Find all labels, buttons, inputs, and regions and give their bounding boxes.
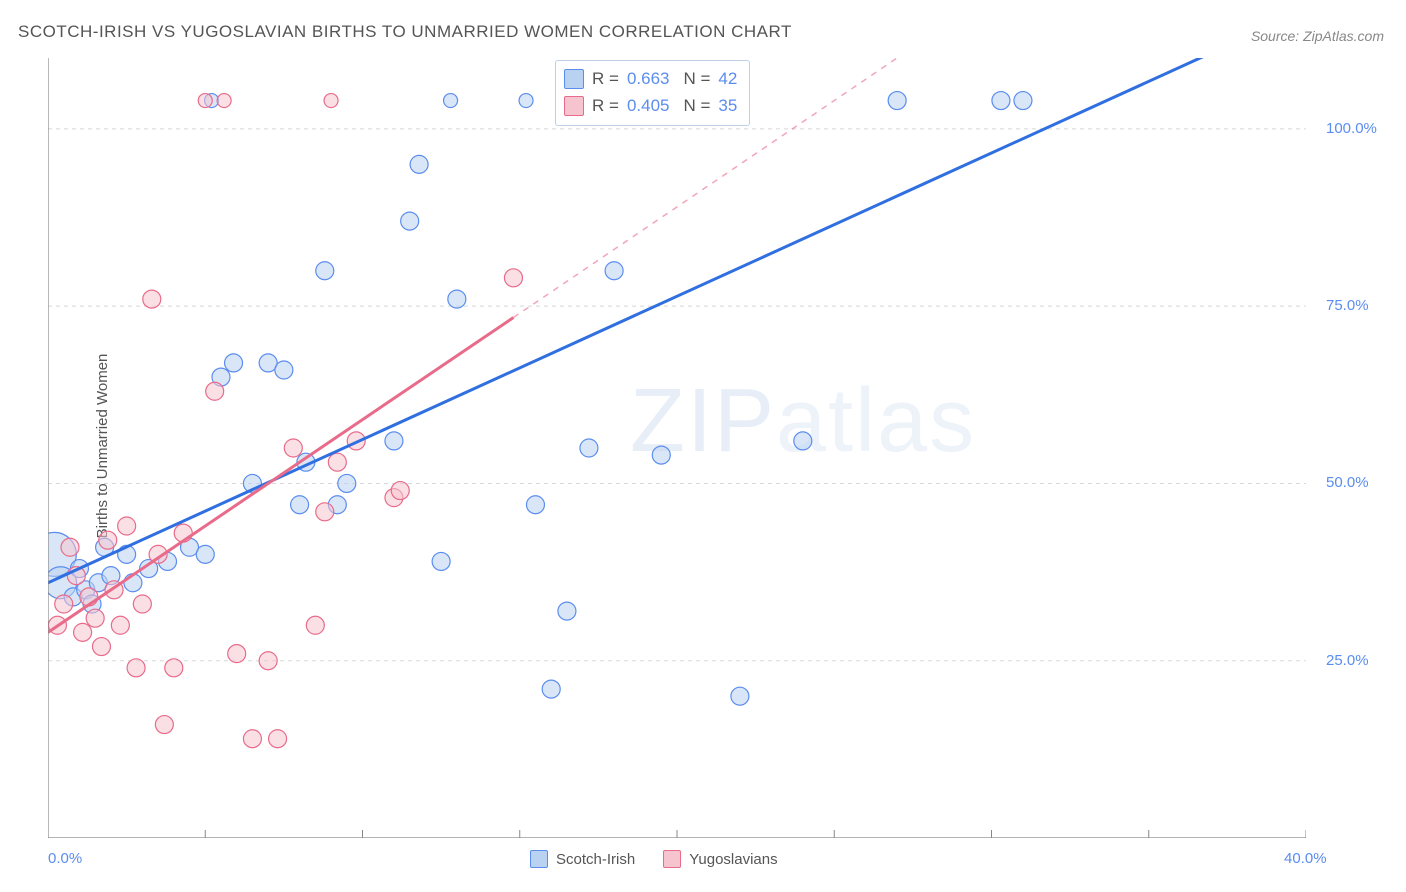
data-point bbox=[992, 92, 1010, 110]
data-point bbox=[86, 609, 104, 627]
data-point bbox=[269, 730, 287, 748]
data-point bbox=[196, 545, 214, 563]
stats-row: R = 0.663 N = 42 bbox=[564, 65, 737, 92]
data-point bbox=[306, 616, 324, 634]
legend-item: Scotch-Irish bbox=[530, 850, 635, 868]
data-point bbox=[444, 94, 458, 108]
data-point bbox=[794, 432, 812, 450]
data-point bbox=[316, 503, 334, 521]
data-point bbox=[652, 446, 670, 464]
stats-n-label: N = bbox=[683, 92, 710, 119]
data-point bbox=[558, 602, 576, 620]
data-point bbox=[206, 382, 224, 400]
data-point bbox=[316, 262, 334, 280]
data-point bbox=[605, 262, 623, 280]
legend-item: Yugoslavians bbox=[663, 850, 777, 868]
data-point bbox=[580, 439, 598, 457]
data-point bbox=[133, 595, 151, 613]
data-point bbox=[328, 453, 346, 471]
data-point bbox=[731, 687, 749, 705]
source-attribution: Source: ZipAtlas.com bbox=[1251, 28, 1384, 44]
legend-label: Yugoslavians bbox=[689, 851, 777, 868]
stats-n-label: N = bbox=[683, 65, 710, 92]
data-point bbox=[118, 517, 136, 535]
data-point bbox=[275, 361, 293, 379]
stats-swatch bbox=[564, 69, 584, 89]
data-point bbox=[228, 645, 246, 663]
data-point bbox=[155, 716, 173, 734]
correlation-stats-box: R = 0.663 N = 42 R = 0.405 N = 35 bbox=[555, 60, 750, 126]
data-point bbox=[519, 94, 533, 108]
stats-r-label: R = bbox=[592, 65, 619, 92]
data-point bbox=[284, 439, 302, 457]
data-point bbox=[526, 496, 544, 514]
data-point bbox=[391, 482, 409, 500]
data-point bbox=[165, 659, 183, 677]
data-point bbox=[243, 730, 261, 748]
y-tick-label: 25.0% bbox=[1326, 652, 1369, 669]
data-point bbox=[143, 290, 161, 308]
data-point bbox=[198, 94, 212, 108]
legend-swatch bbox=[530, 850, 548, 868]
data-point bbox=[111, 616, 129, 634]
data-point bbox=[1014, 92, 1032, 110]
x-tick-label: 40.0% bbox=[1284, 850, 1327, 867]
data-point bbox=[92, 638, 110, 656]
data-point bbox=[410, 155, 428, 173]
y-tick-label: 75.0% bbox=[1326, 297, 1369, 314]
data-point bbox=[127, 659, 145, 677]
stats-r-value: 0.405 bbox=[627, 92, 670, 119]
data-point bbox=[888, 92, 906, 110]
data-point bbox=[338, 474, 356, 492]
legend-label: Scotch-Irish bbox=[556, 851, 635, 868]
stats-r-label: R = bbox=[592, 92, 619, 119]
stats-n-value: 42 bbox=[718, 65, 737, 92]
stats-row: R = 0.405 N = 35 bbox=[564, 92, 737, 119]
data-point bbox=[217, 94, 231, 108]
data-point bbox=[401, 212, 419, 230]
legend: Scotch-Irish Yugoslavians bbox=[530, 850, 778, 868]
data-point bbox=[99, 531, 117, 549]
data-point bbox=[225, 354, 243, 372]
stats-n-value: 35 bbox=[718, 92, 737, 119]
data-point bbox=[259, 652, 277, 670]
y-tick-label: 50.0% bbox=[1326, 474, 1369, 491]
data-point bbox=[291, 496, 309, 514]
data-point bbox=[448, 290, 466, 308]
stats-swatch bbox=[564, 96, 584, 116]
y-tick-label: 100.0% bbox=[1326, 120, 1377, 137]
legend-swatch bbox=[663, 850, 681, 868]
data-point bbox=[504, 269, 522, 287]
data-point bbox=[61, 538, 79, 556]
data-point bbox=[324, 94, 338, 108]
data-point bbox=[385, 432, 403, 450]
data-point bbox=[542, 680, 560, 698]
chart-title: SCOTCH-IRISH VS YUGOSLAVIAN BIRTHS TO UN… bbox=[18, 22, 792, 42]
plot-svg bbox=[48, 58, 1306, 838]
x-tick-label: 0.0% bbox=[48, 850, 82, 867]
stats-r-value: 0.663 bbox=[627, 65, 670, 92]
data-point bbox=[74, 623, 92, 641]
scatter-plot bbox=[48, 58, 1306, 838]
data-point bbox=[432, 552, 450, 570]
data-point bbox=[55, 595, 73, 613]
